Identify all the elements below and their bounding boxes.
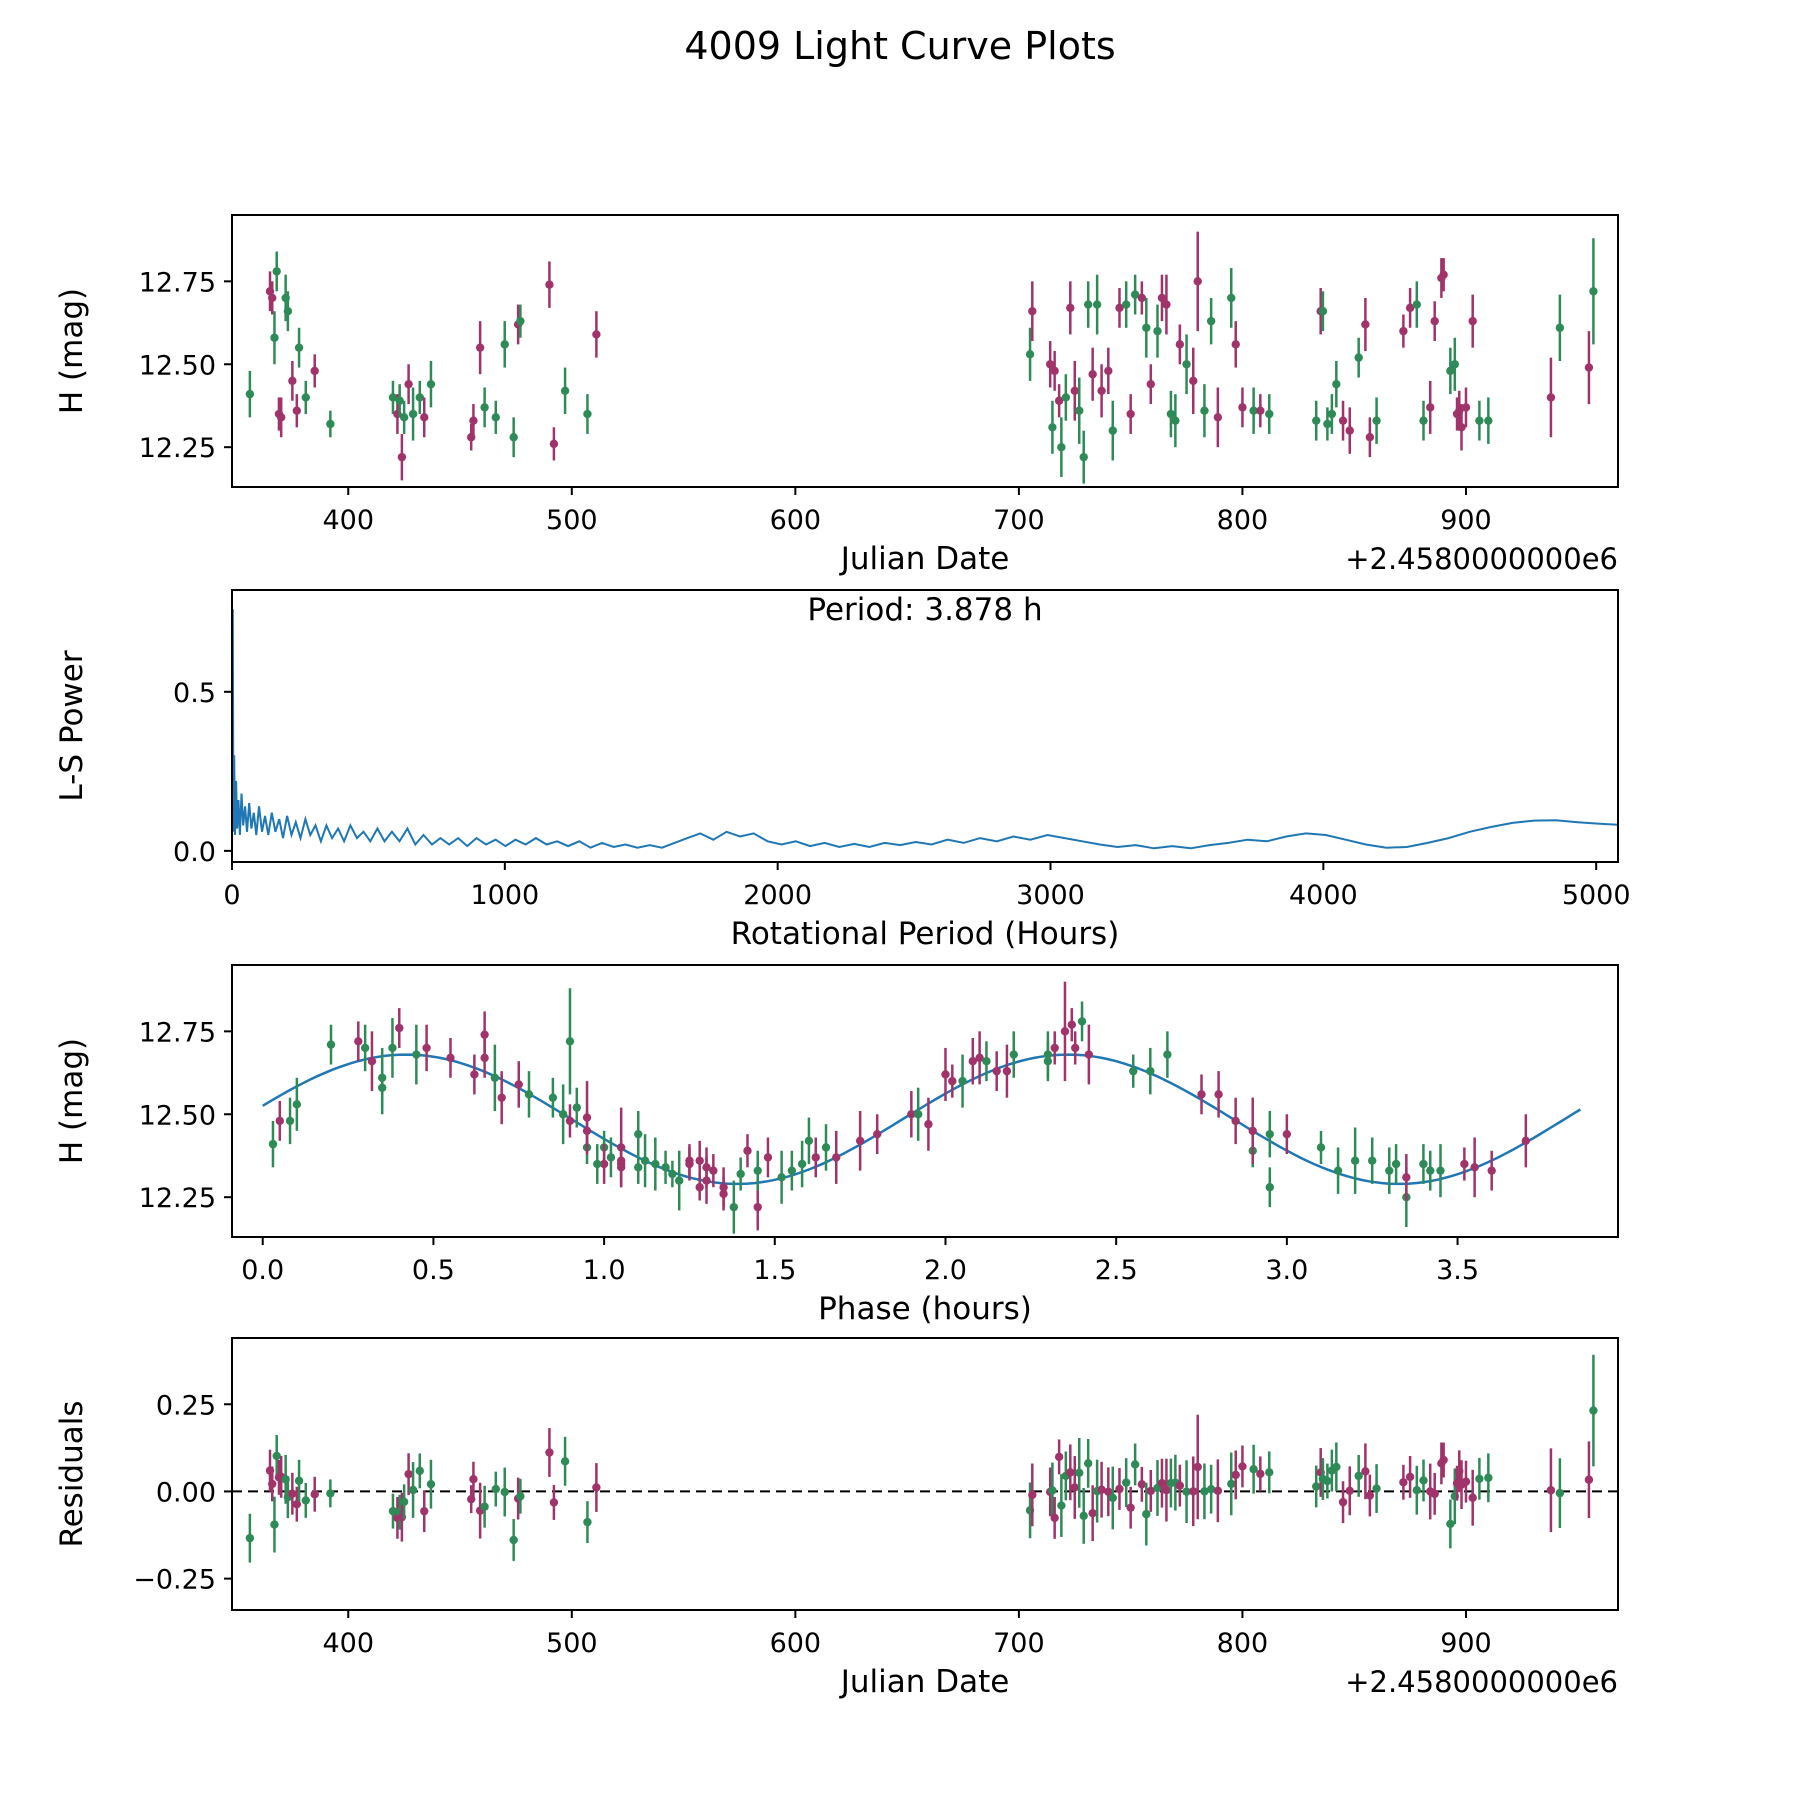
svg-text:−0.25: −0.25 bbox=[133, 1565, 216, 1596]
svg-text:800: 800 bbox=[1217, 505, 1269, 536]
svg-text:12.50: 12.50 bbox=[139, 1100, 216, 1131]
svg-text:H (mag): H (mag) bbox=[54, 1038, 90, 1164]
svg-text:12.25: 12.25 bbox=[139, 1183, 216, 1214]
svg-text:900: 900 bbox=[1440, 1628, 1492, 1659]
svg-text:500: 500 bbox=[546, 1628, 598, 1659]
svg-text:3.0: 3.0 bbox=[1265, 1255, 1308, 1286]
svg-text:4000: 4000 bbox=[1289, 880, 1358, 911]
svg-text:700: 700 bbox=[993, 505, 1045, 536]
svg-text:12.25: 12.25 bbox=[139, 433, 216, 464]
svg-text:2000: 2000 bbox=[743, 880, 812, 911]
svg-text:12.75: 12.75 bbox=[139, 267, 216, 298]
svg-text:800: 800 bbox=[1217, 1628, 1269, 1659]
svg-text:Phase (hours): Phase (hours) bbox=[818, 1291, 1032, 1327]
svg-text:1.5: 1.5 bbox=[753, 1255, 796, 1286]
svg-text:1000: 1000 bbox=[470, 880, 539, 911]
svg-text:3000: 3000 bbox=[1016, 880, 1085, 911]
svg-text:12.50: 12.50 bbox=[139, 350, 216, 381]
figure-title: 4009 Light Curve Plots bbox=[684, 24, 1116, 68]
svg-text:0.5: 0.5 bbox=[173, 678, 216, 709]
svg-text:0.25: 0.25 bbox=[156, 1390, 216, 1421]
svg-text:+2.4580000000e6: +2.4580000000e6 bbox=[1345, 1665, 1618, 1699]
svg-text:600: 600 bbox=[770, 505, 822, 536]
svg-text:900: 900 bbox=[1440, 505, 1492, 536]
svg-text:0.0: 0.0 bbox=[173, 837, 216, 868]
svg-text:2.0: 2.0 bbox=[924, 1255, 967, 1286]
svg-text:L-S Power: L-S Power bbox=[54, 650, 90, 801]
svg-text:500: 500 bbox=[546, 505, 598, 536]
svg-text:5000: 5000 bbox=[1562, 880, 1631, 911]
svg-text:0.0: 0.0 bbox=[241, 1255, 284, 1286]
svg-text:12.75: 12.75 bbox=[139, 1017, 216, 1048]
svg-text:1.0: 1.0 bbox=[583, 1255, 626, 1286]
svg-text:Julian Date: Julian Date bbox=[839, 1664, 1010, 1700]
svg-text:H (mag): H (mag) bbox=[54, 288, 90, 414]
svg-text:Julian Date: Julian Date bbox=[839, 541, 1010, 577]
svg-text:3.5: 3.5 bbox=[1436, 1255, 1479, 1286]
svg-text:Rotational Period (Hours): Rotational Period (Hours) bbox=[731, 916, 1120, 952]
svg-text:0.00: 0.00 bbox=[156, 1477, 216, 1508]
svg-text:700: 700 bbox=[993, 1628, 1045, 1659]
period-annotation: Period: 3.878 h bbox=[807, 592, 1042, 628]
svg-text:Residuals: Residuals bbox=[54, 1400, 90, 1547]
svg-text:2.5: 2.5 bbox=[1095, 1255, 1138, 1286]
svg-text:400: 400 bbox=[322, 505, 374, 536]
svg-text:+2.4580000000e6: +2.4580000000e6 bbox=[1345, 542, 1618, 576]
svg-text:400: 400 bbox=[322, 1628, 374, 1659]
svg-text:0: 0 bbox=[223, 880, 240, 911]
svg-text:0.5: 0.5 bbox=[412, 1255, 455, 1286]
svg-text:600: 600 bbox=[770, 1628, 822, 1659]
